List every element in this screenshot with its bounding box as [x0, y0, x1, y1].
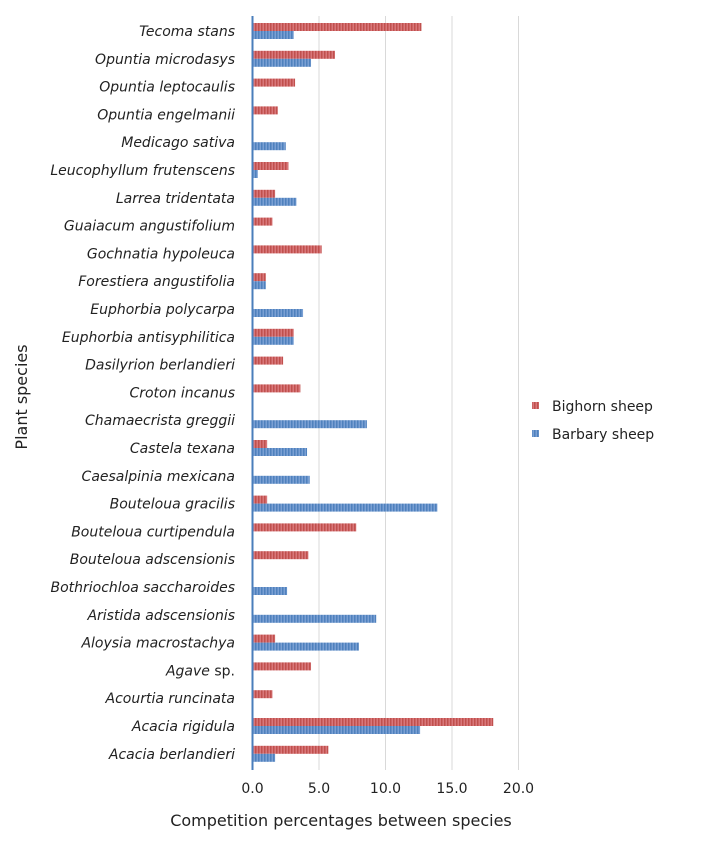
bar-bighorn [252, 245, 322, 254]
bar-bighorn [252, 440, 268, 448]
bar-bighorn [252, 356, 284, 365]
category-label: Leucophyllum frutenscens [50, 163, 235, 179]
category-label: Chamaecrista greggii [85, 413, 235, 429]
category-label: Caesalpinia mexicana [82, 469, 235, 485]
bar-barbary [252, 170, 258, 178]
bar-barbary [252, 614, 377, 623]
x-tick-label: 5.0 [308, 781, 330, 797]
bar-bighorn [252, 217, 273, 226]
y-axis-title: Plant species [12, 344, 31, 449]
bar-barbary [252, 58, 312, 67]
bar-bighorn [252, 23, 422, 31]
bar-barbary [252, 336, 294, 345]
category-label: Aloysia macrostachya [80, 636, 235, 652]
category-label: Aristida adscensionis [86, 608, 235, 624]
legend-swatch-barbary [532, 430, 539, 437]
category-label: Croton incanus [129, 385, 235, 401]
bar-barbary [252, 197, 297, 206]
category-label: Bouteloua adscensionis [70, 552, 235, 568]
bar-bighorn [252, 718, 494, 726]
legend-label-bighorn: Bighorn sheep [552, 399, 653, 415]
category-label: Opuntia leptocaulis [99, 80, 235, 96]
x-tick-label: 10.0 [370, 781, 401, 797]
bar-barbary [252, 726, 421, 734]
category-label: Gochnatia hypoleuca [87, 246, 235, 262]
bars [252, 23, 494, 762]
bar-barbary [252, 142, 286, 151]
bar-barbary [252, 420, 367, 429]
category-label: Bothriochloa saccharoides [50, 580, 235, 596]
category-label: Tecoma stans [139, 24, 235, 40]
bar-bighorn [252, 745, 329, 754]
category-label: Acacia berlandieri [108, 747, 235, 763]
legend-label-barbary: Barbary sheep [552, 427, 654, 443]
x-tick-label: 0.0 [241, 781, 263, 797]
category-label: Bouteloua gracilis [110, 497, 235, 513]
category-label: Opuntia microdasys [95, 52, 235, 68]
gridlines [318, 16, 519, 770]
category-label: Acourtia runcinata [105, 691, 236, 707]
category-label: Forestiera angustifolia [78, 274, 235, 290]
bar-bighorn [252, 189, 276, 198]
category-label: Agave sp. [165, 663, 235, 679]
bar-bighorn [252, 551, 309, 560]
bar-bighorn [252, 495, 268, 504]
bar-bighorn [252, 78, 296, 87]
bar-barbary [252, 642, 359, 651]
bar-bighorn [252, 690, 273, 699]
bar-barbary [252, 281, 266, 290]
category-label: Dasilyrion berlandieri [85, 358, 235, 374]
bar-barbary [252, 503, 438, 512]
category-labels: Tecoma stans Opuntia microdasys Opuntia le… [50, 24, 235, 763]
x-tick-labels: 0.0 5.0 10.0 15.0 20.0 [241, 781, 534, 797]
bar-barbary [252, 475, 310, 484]
bar-barbary [252, 448, 308, 456]
bar-bighorn [252, 634, 276, 643]
bar-bighorn [252, 106, 278, 115]
bar-barbary [252, 753, 276, 762]
bar-bighorn [252, 384, 301, 393]
x-tick-label: 15.0 [436, 781, 467, 797]
bar-barbary [252, 31, 294, 39]
x-tick-label: 20.0 [503, 781, 534, 797]
legend: Bighorn sheep Barbary sheep [532, 399, 654, 443]
x-axis-title: Competition percentages between species [170, 811, 512, 830]
category-label: Medicago sativa [121, 135, 235, 151]
category-label: Opuntia engelmanii [97, 107, 235, 123]
bar-bighorn [252, 328, 294, 337]
bar-bighorn [252, 662, 312, 671]
bar-bighorn [252, 523, 357, 532]
bar-barbary [252, 309, 304, 317]
bar-barbary [252, 587, 288, 595]
bar-bighorn [252, 50, 335, 59]
category-label: Euphorbia polycarpa [90, 302, 235, 318]
category-label: Bouteloua curtipendula [71, 524, 235, 540]
category-label: Castela texana [130, 441, 235, 457]
category-label: Guaiacum angustifolium [64, 219, 235, 235]
bar-bighorn [252, 273, 266, 282]
legend-swatch-bighorn [532, 402, 539, 409]
category-label: Larrea tridentata [116, 191, 235, 207]
category-label: Euphorbia antisyphilitica [62, 330, 235, 346]
bar-bighorn [252, 162, 289, 170]
category-label: Acacia rigidula [131, 719, 235, 735]
